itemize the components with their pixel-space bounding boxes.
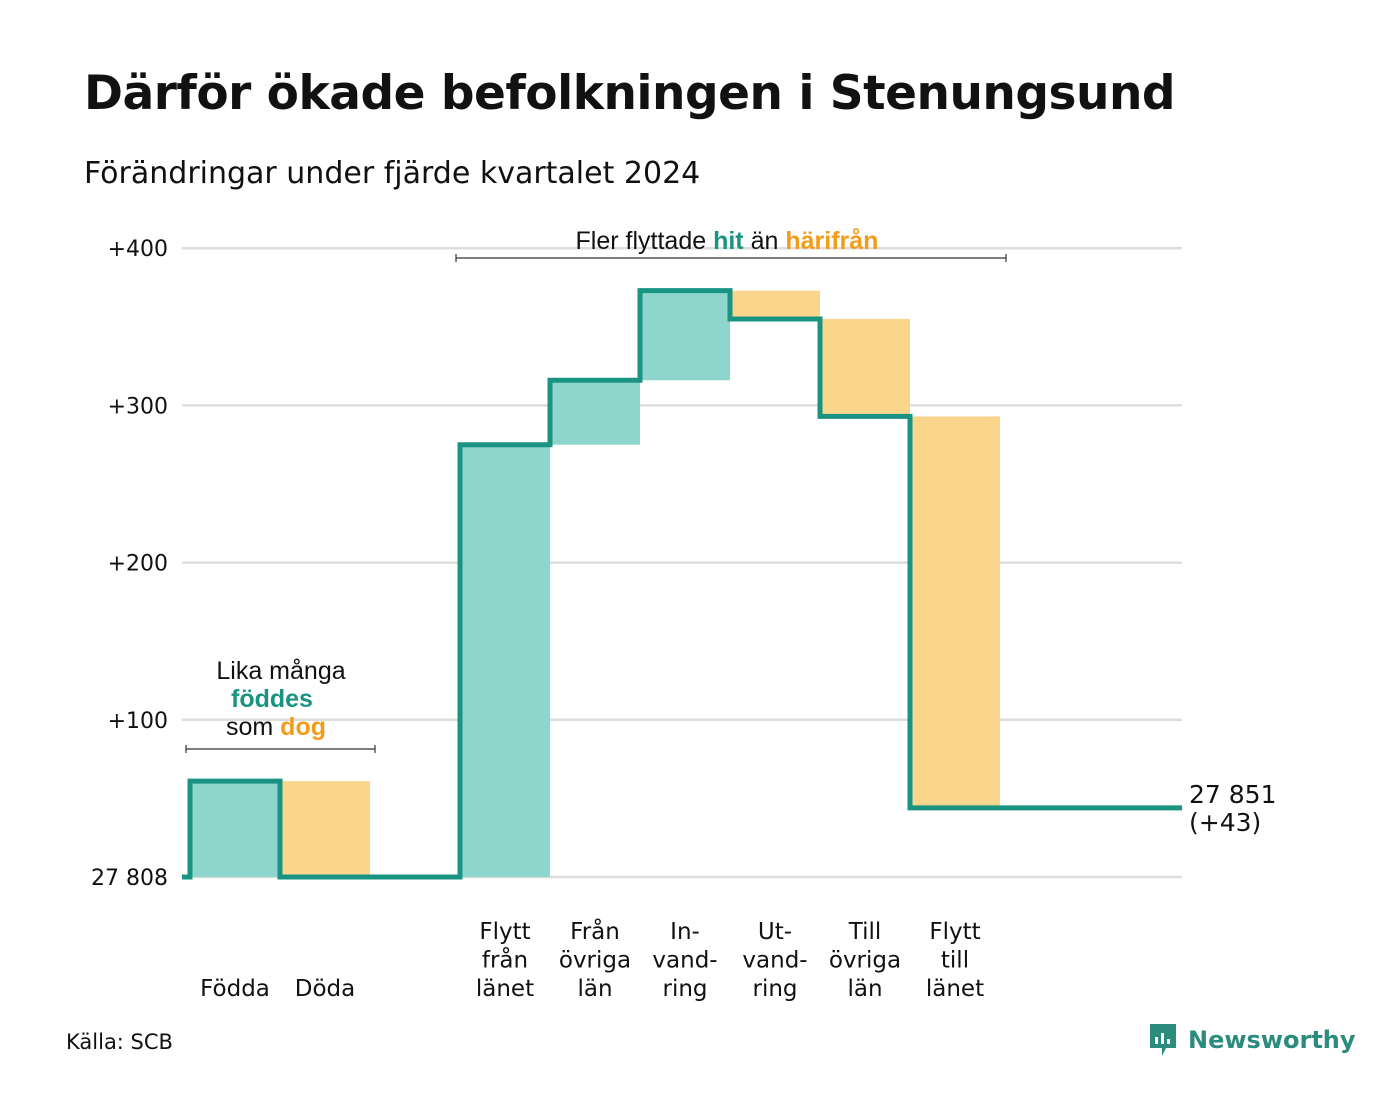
category-label: ring [662,976,707,1002]
bar-från-övriga-län [550,380,640,445]
chart-title: Därför ökade befolkningen i Stenungsund [84,66,1176,121]
y-tick-label: 27 808 [91,866,168,891]
category-label: länet [926,976,984,1002]
bars [190,290,1000,877]
bar-döda [280,781,370,877]
category-labels: Födda DödaFlyttfrånlänetFrånövrigalänIn-v… [200,917,984,1002]
brand-name: Newsworthy [1188,1026,1356,1054]
category-label: Från [570,917,620,945]
category-label: vand- [742,948,807,974]
end-label-line: (+43) [1189,808,1261,837]
bar-flytt-från-länet [460,444,550,877]
annotation-births-line1: Lika många [216,657,345,685]
bar-födda [190,781,280,877]
category-label: län [847,976,882,1002]
category-label: Ut- [758,919,792,945]
category-label: vand- [652,948,717,974]
cumulative-step-line [182,288,1182,880]
category-label: län [577,976,612,1002]
bar-till-övriga-län [820,318,910,417]
bar-flytt-till-länet [910,416,1000,808]
category-label: Flytt [929,919,980,945]
annotation-migration: Fler flyttade hit än härifrån [455,227,1007,262]
annotation-migration-bracket [455,254,1007,262]
brand-logo: Newsworthy [1148,1022,1356,1058]
annotation-births-bracket [185,745,376,753]
bar-in--vand--ring [640,290,730,381]
category-label: från [482,946,528,974]
category-label: Flytt [479,919,530,945]
category-label: länet [476,976,534,1002]
category-label: ring [752,976,797,1002]
y-tick-label: +400 [108,237,168,262]
annotation-births-line3: som dog [226,713,326,741]
category-label: övriga [829,948,901,974]
y-tick-label: +100 [108,709,168,734]
category-label: Födda [200,976,270,1002]
category-label: till [941,948,969,974]
end-label-line: 27 851 [1189,780,1276,809]
chart-subtitle: Förändringar under fjärde kvartalet 2024 [84,156,701,191]
y-tick-label: +200 [108,552,168,577]
category-label: övriga [559,948,631,974]
bar-ut--vand--ring [730,290,820,319]
newsworthy-logo-icon [1150,1024,1176,1056]
annotation-births: Lika många föddes som dog [185,657,376,753]
category-label: Döda [295,976,355,1002]
source-note: Källa: SCB [66,1030,173,1054]
category-label: In- [670,919,700,945]
category-label: Till [848,919,882,945]
y-axis-ticks: 27 808 +100 +200 +300 +400 [91,237,168,891]
end-value-label: 27 851(+43) [1189,780,1276,837]
annotation-migration-text: Fler flyttade hit än härifrån [576,227,879,255]
y-tick-label: +300 [108,394,168,419]
annotation-births-born: föddes [231,685,313,713]
